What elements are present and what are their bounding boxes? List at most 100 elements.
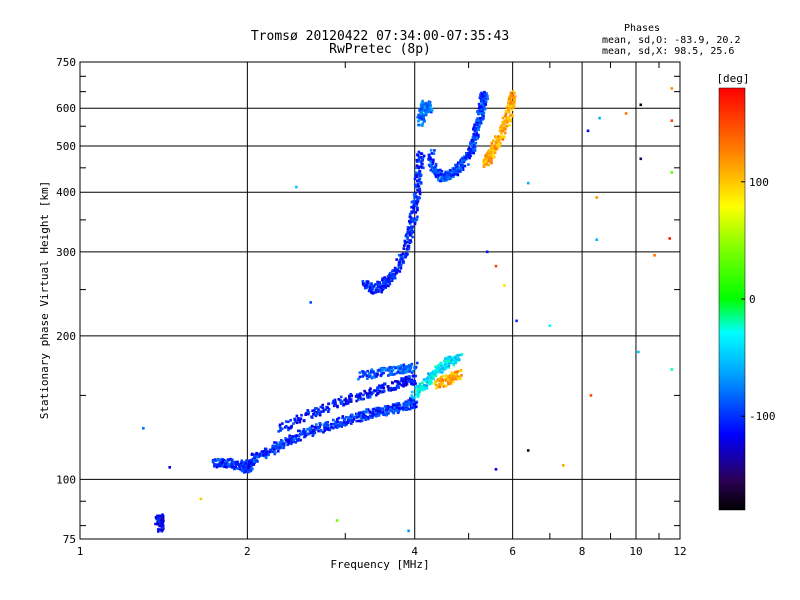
trace-point bbox=[329, 422, 333, 426]
trace-point bbox=[324, 421, 328, 425]
trace-point bbox=[441, 175, 445, 178]
trace-point bbox=[406, 407, 410, 411]
trace-point bbox=[482, 117, 485, 120]
trace-point bbox=[322, 430, 325, 434]
trace-point bbox=[253, 455, 256, 458]
trace-point bbox=[268, 448, 272, 452]
trace-point bbox=[384, 286, 388, 289]
trace-point bbox=[358, 396, 361, 399]
trace-point bbox=[424, 113, 428, 117]
trace-point bbox=[387, 405, 390, 409]
trace-point bbox=[292, 422, 295, 425]
trace-point bbox=[478, 116, 482, 120]
y-tick-label: 100 bbox=[56, 473, 76, 486]
trace-point bbox=[362, 397, 365, 401]
trace-point bbox=[425, 107, 429, 110]
trace-point bbox=[477, 135, 480, 138]
trace-point bbox=[420, 162, 423, 165]
trace-point bbox=[245, 459, 248, 462]
trace-point bbox=[415, 405, 418, 409]
trace-point bbox=[352, 418, 356, 421]
trace-point bbox=[462, 160, 466, 164]
trace-point bbox=[271, 446, 274, 450]
trace-point bbox=[483, 106, 486, 109]
trace-point bbox=[507, 103, 511, 107]
trace-point bbox=[439, 179, 442, 183]
trace-point bbox=[406, 237, 409, 240]
trace-point bbox=[314, 428, 317, 431]
trace-point bbox=[237, 462, 240, 466]
trace-point bbox=[452, 380, 455, 384]
trace-point bbox=[456, 377, 460, 380]
trace-point bbox=[431, 162, 435, 166]
trace-point bbox=[372, 284, 376, 288]
trace-point bbox=[371, 375, 375, 379]
trace-point bbox=[446, 355, 450, 359]
trace-point bbox=[456, 164, 459, 168]
trace-point bbox=[415, 201, 419, 205]
trace-point bbox=[456, 169, 460, 172]
trace-point bbox=[443, 362, 447, 366]
trace-point bbox=[405, 365, 408, 368]
trace-point bbox=[415, 158, 419, 162]
trace-point bbox=[293, 418, 297, 422]
trace-point bbox=[412, 201, 416, 205]
trace-point bbox=[465, 152, 469, 156]
trace-point bbox=[509, 118, 512, 121]
trace-point bbox=[318, 413, 322, 417]
trace-point bbox=[289, 442, 293, 446]
trace-point bbox=[507, 101, 510, 105]
trace-point bbox=[503, 124, 507, 128]
trace-point bbox=[509, 114, 512, 117]
trace-point bbox=[407, 239, 411, 242]
trace-point bbox=[394, 372, 398, 375]
trace-point bbox=[156, 522, 159, 526]
scatter-point bbox=[598, 116, 601, 120]
trace-point bbox=[286, 420, 290, 424]
trace-point bbox=[307, 432, 311, 436]
trace-point bbox=[368, 374, 372, 378]
trace-point bbox=[382, 371, 385, 375]
trace-point bbox=[267, 453, 270, 457]
trace-point bbox=[406, 231, 409, 234]
trace-point bbox=[445, 175, 448, 178]
trace-point bbox=[410, 205, 413, 209]
trace-point bbox=[447, 175, 450, 179]
trace-point bbox=[413, 177, 417, 181]
trace-point bbox=[402, 260, 405, 264]
trace-point bbox=[510, 108, 514, 112]
trace-point bbox=[478, 123, 481, 127]
trace-point bbox=[417, 155, 421, 158]
trace-point bbox=[420, 114, 423, 117]
trace-point bbox=[502, 128, 506, 132]
trace-point bbox=[426, 110, 430, 113]
trace-point bbox=[480, 92, 484, 96]
trace-point bbox=[485, 152, 489, 155]
trace-point bbox=[393, 266, 397, 270]
trace-point bbox=[411, 379, 414, 383]
chart-title: Tromsø 20120422 07:34:00-07:35:43 bbox=[251, 29, 509, 44]
trace-point bbox=[492, 139, 495, 142]
trace-point bbox=[430, 108, 434, 112]
trace-point bbox=[218, 462, 222, 466]
trace-point bbox=[390, 369, 393, 373]
trace-point bbox=[444, 367, 448, 371]
trace-point bbox=[419, 173, 423, 177]
trace-point bbox=[321, 406, 325, 410]
grid-lines bbox=[80, 62, 680, 539]
trace-point bbox=[471, 139, 474, 142]
trace-point bbox=[421, 388, 424, 392]
trace-point bbox=[284, 425, 288, 428]
trace-point bbox=[396, 403, 400, 407]
trace-point bbox=[433, 369, 437, 372]
trace-point bbox=[392, 410, 396, 413]
trace-point bbox=[402, 247, 406, 250]
trace-point bbox=[468, 151, 472, 154]
trace-point bbox=[386, 275, 390, 278]
trace-point bbox=[397, 368, 400, 371]
trace-point bbox=[422, 112, 426, 116]
trace-point bbox=[485, 92, 488, 95]
trace-point bbox=[397, 409, 400, 413]
trace-point bbox=[368, 283, 371, 287]
trace-point bbox=[331, 401, 335, 405]
